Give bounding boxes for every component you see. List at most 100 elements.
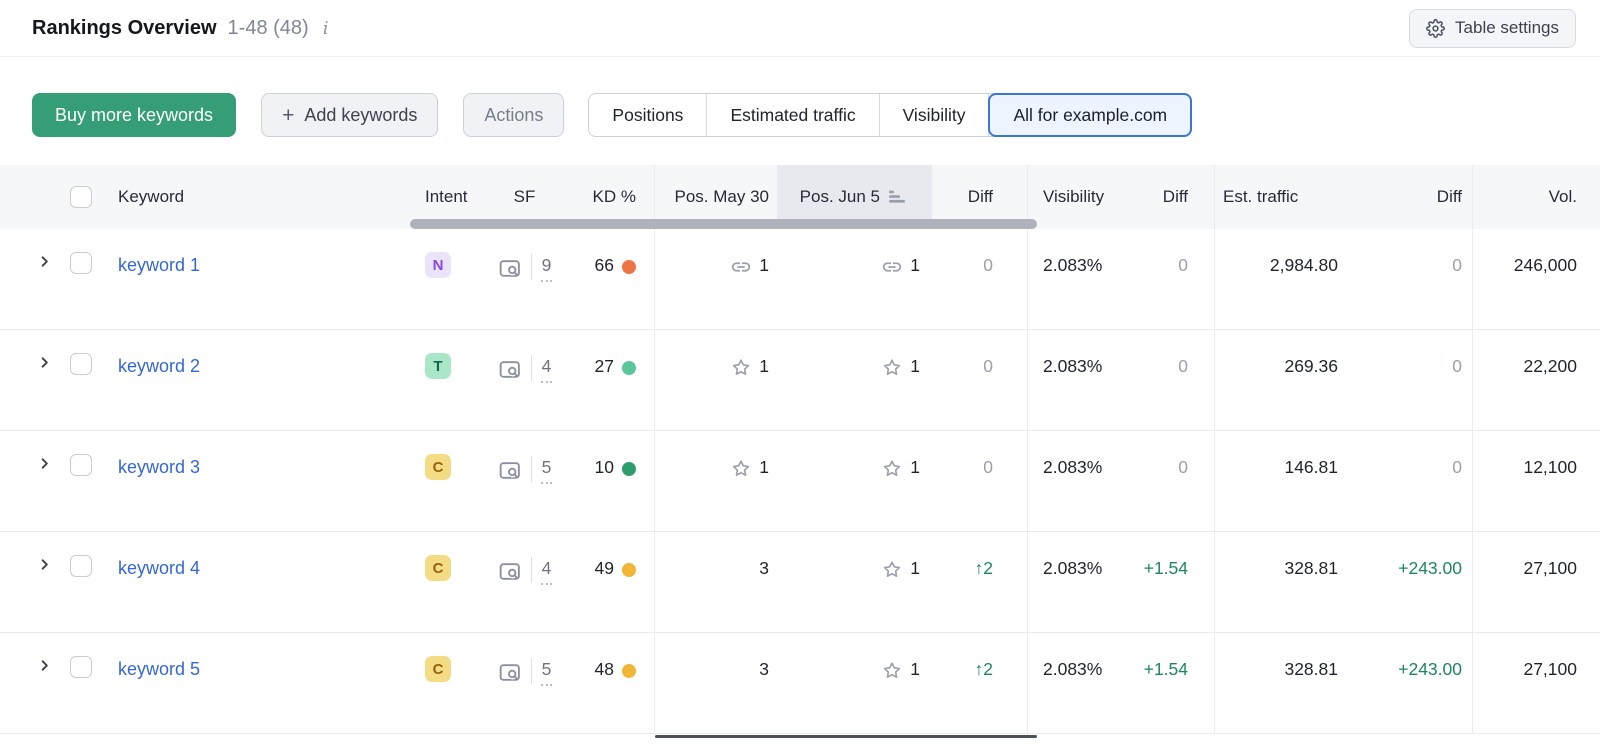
intent-badge[interactable]: N <box>425 252 451 278</box>
pos-jun-5-value: 1 <box>910 558 920 578</box>
est-traffic-cell: 2,984.80 <box>1215 229 1345 329</box>
intent-cell: C <box>410 431 482 531</box>
table-settings-button[interactable]: Table settings <box>1409 8 1576 48</box>
info-icon[interactable]: i <box>322 17 329 39</box>
pos-jun-5-cell: 1 <box>777 633 932 733</box>
intent-badge[interactable]: T <box>425 353 451 379</box>
position-diff-cell: ↑2 <box>932 532 1028 632</box>
pos-may-30-value: 1 <box>759 255 769 275</box>
row-checkbox[interactable] <box>70 656 92 678</box>
serp-features-icon[interactable] <box>497 458 522 483</box>
traffic-diff-cell: 0 <box>1345 330 1473 430</box>
kd-cell: 10 <box>567 431 655 531</box>
intent-badge[interactable]: C <box>425 656 451 682</box>
kd-difficulty-dot <box>622 461 636 476</box>
actions-button[interactable]: Actions <box>463 93 565 137</box>
expand-row-button[interactable] <box>35 656 54 678</box>
pos-may-30-value: 3 <box>759 558 769 578</box>
sf-divider <box>530 254 532 280</box>
table-row: keyword 4 C 4 49 <box>0 532 1600 633</box>
row-checkbox[interactable] <box>70 252 92 274</box>
horizontal-scrollbar[interactable] <box>410 219 1037 229</box>
intent-cell: C <box>410 532 482 632</box>
sf-count[interactable]: 5 <box>540 656 553 686</box>
sort-icon <box>889 190 906 204</box>
traffic-diff: 0 <box>1452 356 1462 376</box>
keyword-cell: keyword 3 <box>106 431 410 531</box>
expand-row-button[interactable] <box>35 454 54 476</box>
serp-features-icon[interactable] <box>497 660 522 685</box>
column-header-diff-position[interactable]: Diff <box>932 165 1028 229</box>
est-traffic-cell: 269.36 <box>1215 330 1345 430</box>
row-checkbox[interactable] <box>70 353 92 375</box>
bottom-horizontal-scrollbar[interactable] <box>655 735 1037 738</box>
kd-value: 10 <box>594 457 614 477</box>
select-all-checkbox[interactable] <box>70 186 92 208</box>
checkbox-cell <box>56 229 106 329</box>
row-checkbox[interactable] <box>70 454 92 476</box>
expand-row-button[interactable] <box>35 555 54 577</box>
column-header-kd[interactable]: KD % <box>567 165 655 229</box>
column-header-visibility[interactable]: Visibility <box>1043 187 1105 206</box>
column-header-pos-may-30[interactable]: Pos. May 30 <box>674 187 770 206</box>
column-header-pos-jun-5[interactable]: Pos. Jun 5 <box>777 165 932 229</box>
view-tab-estimated-traffic[interactable]: Estimated traffic <box>707 94 880 136</box>
sf-count[interactable]: 4 <box>540 353 553 383</box>
star-icon <box>881 559 903 581</box>
visibility-cell: 2.083% <box>1028 633 1128 733</box>
column-header-est-traffic[interactable]: Est. traffic <box>1223 187 1299 206</box>
visibility-cell: 2.083% <box>1028 330 1128 430</box>
keyword-link[interactable]: keyword 5 <box>118 659 201 679</box>
expand-cell <box>0 229 56 329</box>
pos-may-30-cell: 1 <box>655 431 777 531</box>
sf-count[interactable]: 9 <box>540 252 553 282</box>
visibility-diff: +1.54 <box>1143 659 1188 679</box>
column-header-diff-traffic[interactable]: Diff <box>1345 165 1473 229</box>
view-tab-all-for-example-com[interactable]: All for example.com <box>988 93 1193 137</box>
toolbar: Buy more keywords + Add keywords Actions… <box>32 93 1568 137</box>
est-traffic-value: 146.81 <box>1284 457 1338 477</box>
column-header-vol[interactable]: Vol. <box>1548 187 1577 206</box>
visibility-value: 2.083% <box>1043 558 1103 578</box>
column-header-keyword[interactable]: Keyword <box>118 187 185 206</box>
position-diff-cell: 0 <box>932 431 1028 531</box>
column-header-sf[interactable]: SF <box>513 187 536 206</box>
row-checkbox[interactable] <box>70 555 92 577</box>
visibility-value: 2.083% <box>1043 457 1103 477</box>
sf-divider <box>530 456 532 482</box>
sf-count[interactable]: 5 <box>540 454 553 484</box>
visibility-value: 2.083% <box>1043 255 1103 275</box>
sf-count[interactable]: 4 <box>540 555 553 585</box>
traffic-diff: +243.00 <box>1398 659 1462 679</box>
table-row: keyword 3 C 5 10 <box>0 431 1600 532</box>
column-header-diff-visibility[interactable]: Diff <box>1128 165 1215 229</box>
keyword-link[interactable]: keyword 2 <box>118 356 201 376</box>
position-diff-cell: 0 <box>932 330 1028 430</box>
add-keywords-button[interactable]: + Add keywords <box>261 93 439 137</box>
kd-value: 48 <box>594 659 614 679</box>
results-range: 1-48 (48) <box>227 16 309 39</box>
visibility-value: 2.083% <box>1043 356 1103 376</box>
column-header-intent[interactable]: Intent <box>425 187 468 206</box>
volume-cell: 22,200 <box>1473 330 1600 430</box>
visibility-diff-cell: 0 <box>1128 431 1215 531</box>
expand-row-button[interactable] <box>35 252 54 274</box>
serp-features-icon[interactable] <box>497 256 522 281</box>
kd-difficulty-dot <box>622 562 636 577</box>
view-tab-positions[interactable]: Positions <box>589 94 708 136</box>
keyword-link[interactable]: keyword 1 <box>118 255 201 275</box>
view-tab-visibility[interactable]: Visibility <box>880 94 990 136</box>
buy-more-keywords-button[interactable]: Buy more keywords <box>32 93 237 137</box>
keyword-link[interactable]: keyword 4 <box>118 558 201 578</box>
intent-badge[interactable]: C <box>425 555 451 581</box>
add-keywords-label: Add keywords <box>304 104 418 125</box>
checkbox-cell <box>56 431 106 531</box>
pos-jun-5-value: 1 <box>910 255 920 275</box>
table-body: keyword 1 N 9 66 <box>0 229 1600 734</box>
keyword-link[interactable]: keyword 3 <box>118 457 201 477</box>
intent-badge[interactable]: C <box>425 454 451 480</box>
expand-row-button[interactable] <box>35 353 54 375</box>
serp-features-icon[interactable] <box>497 559 522 584</box>
serp-features-icon[interactable] <box>497 357 522 382</box>
traffic-diff: 0 <box>1452 457 1462 477</box>
